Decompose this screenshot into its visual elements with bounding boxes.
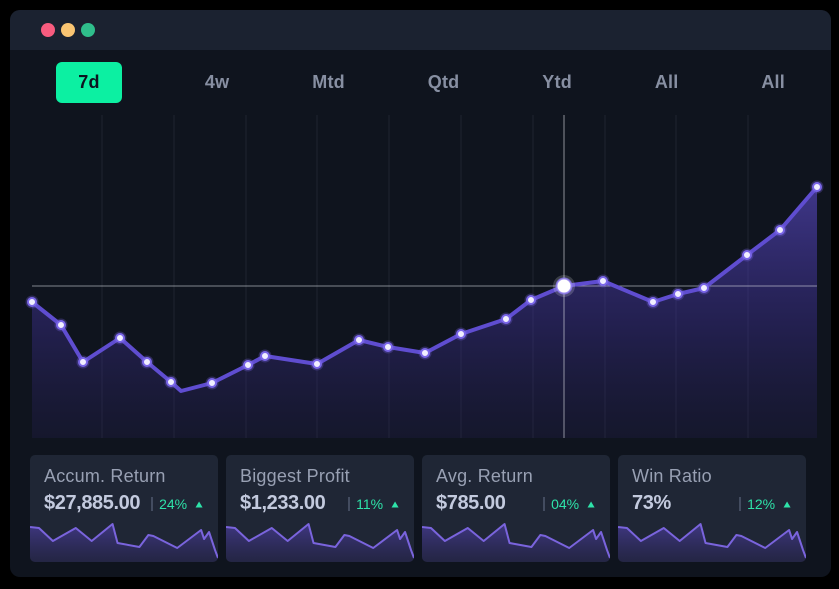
tab-all-1[interactable]: All <box>654 72 679 92</box>
minimize-icon[interactable] <box>61 23 75 37</box>
close-icon[interactable] <box>41 23 55 37</box>
timeframe-tabs: 7d 4w Mtd Qtd Ytd All All <box>10 50 831 115</box>
stat-card-win-ratio: Win Ratio 73% 12% ▲ <box>618 455 806 562</box>
stat-title: Biggest Profit <box>240 466 350 486</box>
tab-qtd[interactable]: Qtd <box>427 72 460 92</box>
separator <box>151 496 154 511</box>
stat-change-percent: 24% <box>159 495 188 512</box>
arrow-up-icon: ▲ <box>781 497 793 510</box>
stat-change-percent: 12% <box>747 495 776 512</box>
sparkline-chart <box>30 515 218 562</box>
stat-title: Win Ratio <box>632 466 712 486</box>
stat-card-biggest-profit: Biggest Profit $1,233.00 11% ▲ <box>226 455 414 562</box>
stat-change-percent: 11% <box>356 495 384 512</box>
tab-7d[interactable]: 7d <box>56 62 122 103</box>
tab-ytd[interactable]: Ytd <box>542 72 572 92</box>
arrow-up-icon: ▲ <box>585 497 597 510</box>
tab-all-2[interactable]: All <box>761 72 785 92</box>
stat-value: $785.00 <box>436 492 506 514</box>
stat-value: $1,233.00 <box>240 492 326 514</box>
performance-area-chart[interactable] <box>10 115 831 443</box>
sparkline-chart <box>422 515 610 562</box>
arrow-up-icon: ▲ <box>389 497 401 510</box>
stat-change: 24% ▲ <box>151 496 205 512</box>
title-bar <box>10 10 831 50</box>
separator <box>739 496 742 511</box>
sparkline-chart <box>226 515 414 562</box>
stat-change: 04% ▲ <box>543 496 597 512</box>
stat-value: $27,885.00 <box>44 492 141 514</box>
stat-title: Accum. Return <box>44 466 166 486</box>
stat-cards-row: Accum. Return $27,885.00 24% ▲ <box>10 443 831 562</box>
separator <box>543 496 546 511</box>
zoom-icon[interactable] <box>81 23 95 37</box>
tab-4w[interactable]: 4w <box>204 72 230 92</box>
stat-card-accum-return: Accum. Return $27,885.00 24% ▲ <box>30 455 218 562</box>
stat-change: 11% ▲ <box>348 496 401 512</box>
stat-title: Avg. Return <box>436 466 533 486</box>
stat-change-percent: 04% <box>551 495 580 512</box>
app-window: 7d 4w Mtd Qtd Ytd All All <box>10 10 831 577</box>
stat-value: 73% <box>632 492 671 514</box>
arrow-up-icon: ▲ <box>193 497 205 510</box>
tab-mtd[interactable]: Mtd <box>312 72 345 92</box>
separator <box>348 496 351 511</box>
stat-change: 12% ▲ <box>739 496 793 512</box>
sparkline-chart <box>618 515 806 562</box>
stat-card-avg-return: Avg. Return $785.00 04% ▲ <box>422 455 610 562</box>
